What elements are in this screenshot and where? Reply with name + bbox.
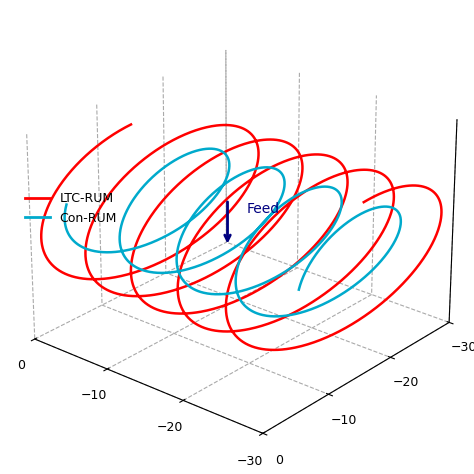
Legend: LTC-RUM, Con-RUM: LTC-RUM, Con-RUM [20,187,122,229]
Text: Feed: Feed [246,201,280,216]
